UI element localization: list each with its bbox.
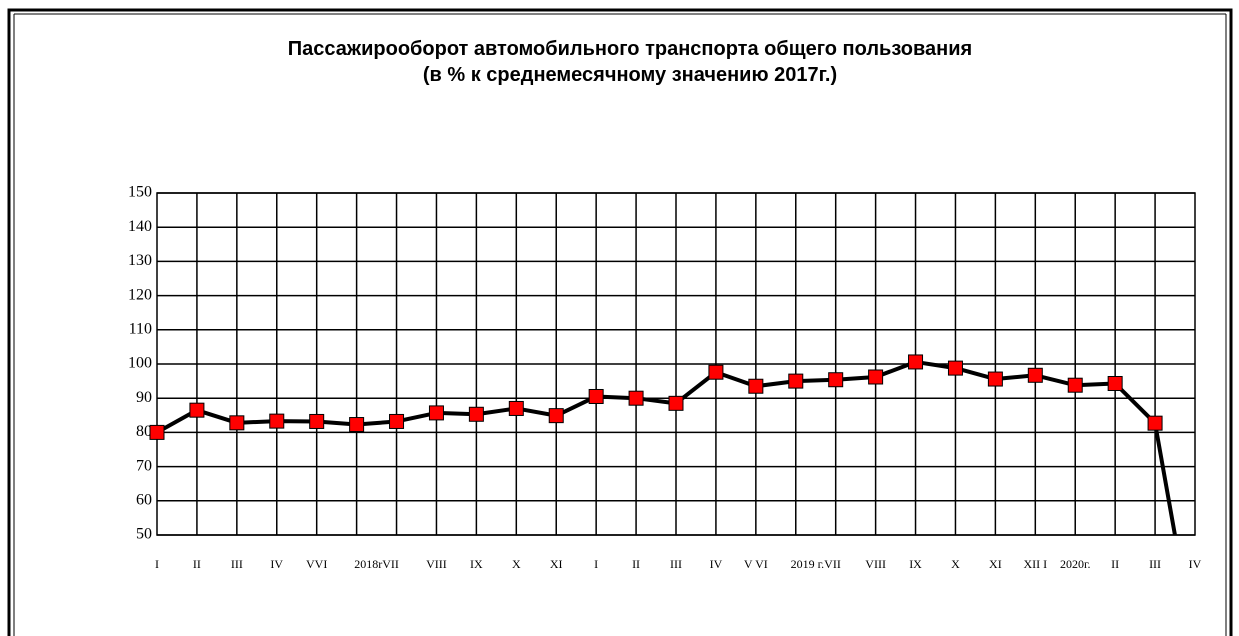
x-tick-label: IV [710,557,723,571]
x-tick-label: III [231,557,243,571]
marker [548,408,564,424]
y-tick-label: 50 [136,526,152,543]
y-tick-label: 130 [128,252,152,269]
chart-subtitle: (в % к среднемесячному значению 2017г.) [423,64,837,86]
marker [309,413,325,429]
marker [947,360,963,376]
x-tick-label: II [1111,557,1119,571]
x-tick-label: XI [550,557,563,571]
x-tick-label: X [951,557,960,571]
marker [748,378,764,394]
marker [668,395,684,411]
x-tick-label: I [594,557,598,571]
marker [828,372,844,388]
marker [628,390,644,406]
y-tick-label: 110 [129,320,152,337]
marker [788,373,804,389]
marker [1027,367,1043,383]
y-tick-label: 120 [128,286,152,303]
x-tick-label: IV [1189,557,1202,571]
frame [7,8,1233,636]
x-tick-label: II [193,557,201,571]
marker [1067,377,1083,393]
x-tick-label: 2019 г.VII [791,557,841,571]
y-tick-label: 60 [136,491,152,508]
marker [588,388,604,404]
y-tick-label: 90 [136,389,152,406]
y-tick-label: 140 [128,218,152,235]
x-tick-label: 2020г. [1060,557,1091,571]
marker [908,354,924,370]
x-tick-label: IX [470,557,483,571]
marker [269,413,285,429]
marker [868,369,884,385]
x-tick-label: VIII [865,557,886,571]
chart-title: Пассажирооборот автомобильного транспорт… [288,38,972,60]
marker [428,405,444,421]
x-tick-label: III [1149,557,1161,571]
marker [1107,375,1123,391]
marker [149,424,165,440]
marker [1147,415,1163,431]
marker [189,402,205,418]
x-tick-label: VIII [426,557,447,571]
x-tick-label: X [512,557,521,571]
marker [508,400,524,416]
x-tick-label: IX [909,557,922,571]
x-tick-label: IV [270,557,283,571]
y-tick-label: 100 [128,355,152,372]
x-tick-label: V VI [744,557,768,571]
y-tick-label: 70 [136,457,152,474]
marker [708,364,724,380]
marker [229,415,245,431]
x-tick-label: II [632,557,640,571]
x-tick-label: III [670,557,682,571]
marker [389,413,405,429]
x-tick-label: I [155,557,159,571]
y-tick-label: 150 [128,184,152,201]
x-tick-label: XII I [1023,557,1047,571]
marker [468,406,484,422]
x-tick-label: VVI [306,557,327,571]
x-tick-label: XI [989,557,1002,571]
marker [987,371,1003,387]
y-tick-label: 80 [136,423,152,440]
x-tick-label: 2018rVII [354,557,399,571]
marker [349,417,365,433]
